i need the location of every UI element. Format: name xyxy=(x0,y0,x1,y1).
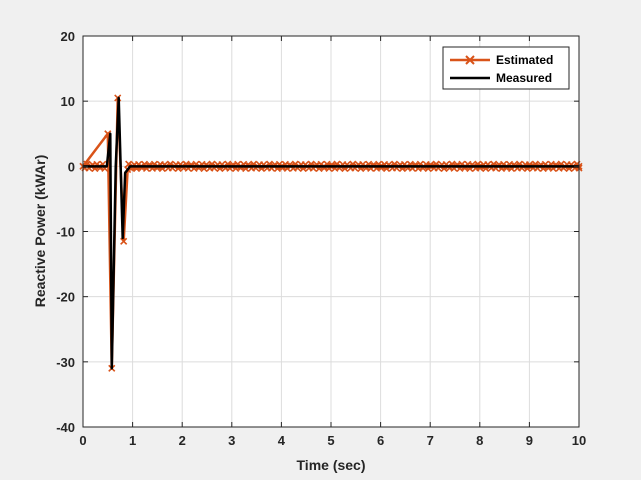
x-tick-label: 0 xyxy=(79,433,86,448)
legend-estimated-label: Estimated xyxy=(496,53,553,67)
x-axis-label: Time (sec) xyxy=(297,457,366,473)
x-tick-label: 2 xyxy=(179,433,186,448)
x-tick-label: 9 xyxy=(526,433,533,448)
y-tick-label: 10 xyxy=(61,94,75,109)
legend-box xyxy=(442,46,570,90)
tick-labels: 0 1 2 3 4 5 6 7 8 9 10 -40 -30 -20 -10 0 10 20 xyxy=(56,29,586,448)
y-tick-label: -20 xyxy=(56,290,75,305)
series-measured xyxy=(83,96,579,370)
y-tick-label: 20 xyxy=(61,29,75,44)
x-tick-label: 5 xyxy=(327,433,334,448)
y-tick-label: -30 xyxy=(56,355,75,370)
x-tick-label: 10 xyxy=(572,433,586,448)
x-tick-label: 8 xyxy=(476,433,483,448)
legend-measured-label: Measured xyxy=(496,71,552,85)
x-tick-label: 6 xyxy=(377,433,384,448)
legend: Estimated Measured xyxy=(442,46,570,90)
y-tick-label: -10 xyxy=(56,225,75,240)
y-axis-label: Reactive Power (kWAr) xyxy=(32,155,48,308)
series-line xyxy=(83,96,579,370)
y-tick-label: -40 xyxy=(56,420,75,435)
x-tick-label: 1 xyxy=(129,433,136,448)
y-tick-label: 0 xyxy=(68,159,75,174)
x-tick-label: 7 xyxy=(427,433,434,448)
series-layer xyxy=(79,94,583,372)
x-marker xyxy=(120,237,128,245)
ticks xyxy=(82,35,580,428)
x-tick-label: 3 xyxy=(228,433,235,448)
x-tick-label: 4 xyxy=(278,433,286,448)
legend-estimated-marker xyxy=(465,55,475,65)
